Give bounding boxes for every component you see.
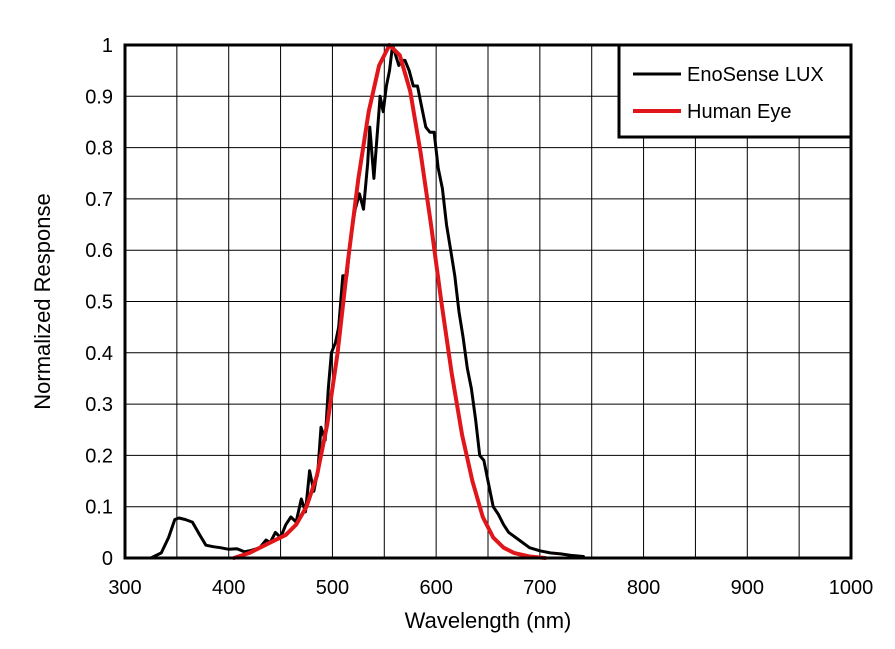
y-axis-title: Normalized Response — [30, 193, 55, 409]
y-tick-label: 0.7 — [85, 189, 113, 211]
series-layer — [149, 43, 585, 560]
x-tick-label: 500 — [316, 577, 349, 599]
y-tick-label: 0.5 — [85, 292, 113, 314]
x-tick-label: 400 — [212, 577, 245, 599]
y-tick-label: 0.9 — [85, 86, 113, 108]
series-line-human-eye — [231, 43, 547, 560]
y-tick-label: 0.6 — [85, 240, 113, 262]
legend: EnoSense LUX Human Eye — [617, 43, 853, 139]
x-tick-labels: 300 400 500 600 700 800 900 1000 — [108, 577, 873, 599]
x-tick-label: 300 — [108, 577, 141, 599]
legend-label: EnoSense LUX — [687, 64, 824, 86]
x-tick-label: 700 — [523, 577, 556, 599]
y-tick-label: 0.8 — [85, 138, 113, 160]
x-tick-label: 900 — [731, 577, 764, 599]
y-tick-labels: 0 0.1 0.2 0.3 0.4 0.5 0.6 0.7 0.8 0.9 1 — [85, 35, 113, 570]
grid — [125, 45, 851, 558]
x-axis-title: Wavelength (nm) — [405, 608, 572, 633]
y-tick-label: 0.2 — [85, 445, 113, 467]
y-tick-label: 0.3 — [85, 394, 113, 416]
x-tick-label: 800 — [627, 577, 660, 599]
legend-box — [617, 43, 853, 139]
plot-frame — [123, 43, 853, 560]
y-tick-label: 1 — [102, 35, 113, 57]
x-tick-label: 600 — [419, 577, 452, 599]
x-tick-label: 1000 — [829, 577, 874, 599]
y-tick-label: 0 — [102, 548, 113, 570]
y-tick-label: 0.4 — [85, 343, 113, 365]
legend-label: Human Eye — [687, 101, 792, 123]
y-tick-label: 0.1 — [85, 497, 113, 519]
